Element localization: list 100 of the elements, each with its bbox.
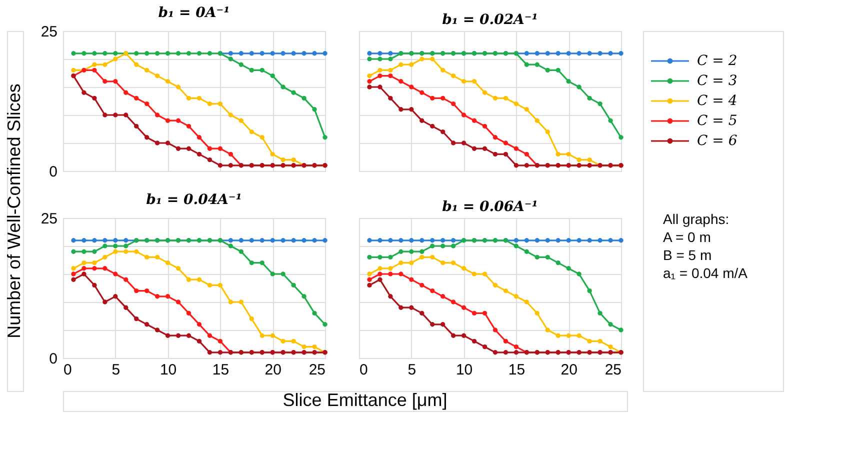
point (534, 238, 540, 243)
legend-label: C = 5 (697, 113, 738, 129)
y-tick-label: 0 (49, 164, 58, 180)
point (618, 135, 624, 140)
point (482, 344, 488, 350)
point (398, 272, 404, 276)
point (291, 51, 296, 56)
point (420, 238, 424, 243)
point (144, 322, 150, 327)
point (398, 238, 404, 243)
point (514, 238, 519, 243)
point (280, 84, 286, 90)
point (92, 96, 97, 101)
point (176, 118, 181, 123)
point (228, 300, 234, 304)
point (82, 260, 86, 266)
point (398, 79, 404, 84)
point (92, 62, 97, 67)
x-tick-label: 15 (508, 362, 526, 378)
point (587, 96, 592, 101)
x-axis-title: Slice Emittance [μm] (282, 390, 448, 410)
point (420, 118, 424, 123)
point (82, 266, 86, 271)
point (514, 163, 519, 168)
point (228, 56, 234, 62)
point (534, 62, 540, 67)
point (228, 244, 234, 248)
point (102, 51, 108, 56)
point (260, 260, 264, 266)
point (482, 90, 488, 95)
point (545, 328, 550, 332)
point (291, 157, 296, 162)
point (218, 163, 223, 168)
point (218, 146, 223, 151)
point (165, 333, 170, 338)
point (113, 272, 118, 276)
point (165, 118, 170, 123)
point (165, 294, 170, 299)
point (461, 305, 466, 310)
point (92, 266, 97, 271)
x-tick-label: 25 (604, 362, 622, 378)
point (102, 79, 108, 84)
point (71, 238, 76, 243)
point (238, 62, 244, 67)
point (134, 288, 139, 294)
point (576, 272, 582, 276)
point (302, 238, 306, 243)
point (71, 68, 76, 73)
point (524, 107, 530, 112)
point (144, 101, 150, 106)
point (71, 272, 76, 276)
point (514, 244, 519, 248)
point (165, 51, 170, 56)
point (420, 254, 424, 260)
point (398, 249, 404, 254)
point (291, 238, 296, 243)
point (556, 152, 560, 157)
point (165, 260, 170, 266)
point (430, 238, 435, 243)
point (598, 338, 602, 344)
point (450, 260, 456, 266)
point (587, 338, 592, 344)
point (196, 277, 202, 282)
point (249, 316, 254, 322)
point (312, 344, 317, 350)
point (124, 244, 128, 248)
point (92, 260, 97, 266)
chart-title: b₁ = 0A⁻¹ (158, 5, 230, 21)
point (461, 266, 466, 271)
point (71, 51, 76, 56)
point (260, 68, 264, 73)
point (545, 51, 550, 56)
point (312, 51, 317, 56)
point (450, 244, 456, 248)
point (618, 238, 624, 243)
point (218, 282, 223, 288)
x-tick-label: 5 (408, 362, 416, 378)
point (367, 272, 372, 276)
point (492, 350, 498, 355)
point (270, 238, 275, 243)
point (534, 254, 540, 260)
point (566, 266, 571, 271)
point (409, 84, 414, 90)
point (92, 51, 97, 56)
point (291, 338, 296, 344)
point (196, 322, 202, 327)
point (534, 51, 540, 56)
point (249, 51, 254, 56)
point (598, 101, 602, 106)
point (420, 282, 424, 288)
point (367, 84, 372, 90)
point (409, 277, 414, 282)
point (134, 62, 139, 67)
point (472, 310, 477, 316)
point (440, 260, 446, 266)
point (113, 238, 118, 243)
point (420, 56, 424, 62)
point (270, 152, 275, 157)
point (291, 90, 296, 95)
point (154, 73, 160, 78)
